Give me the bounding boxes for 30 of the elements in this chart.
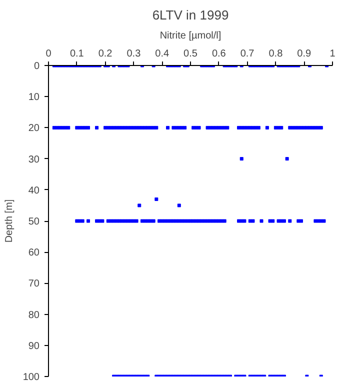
- y-tick-label: 70: [28, 278, 40, 290]
- y-axis-title: Depth [m]: [4, 199, 15, 243]
- point: [138, 204, 142, 208]
- point: [154, 197, 158, 201]
- x-tick-label: 0.1: [70, 48, 84, 60]
- point: [285, 157, 289, 161]
- y-tick-label: 50: [28, 216, 40, 228]
- y-tick-label: 80: [28, 310, 40, 321]
- x-tick-label: 1: [330, 48, 336, 60]
- y-tick-label: 90: [28, 340, 40, 352]
- x-tick-label: 0.9: [297, 48, 312, 60]
- point: [177, 204, 181, 208]
- chart-title: 6LTV in 1999: [152, 8, 229, 22]
- x-tick-label: 0.3: [126, 48, 142, 60]
- y-tick-label: 10: [28, 92, 40, 104]
- y-tick-label: 0: [34, 61, 40, 72]
- x-tick-label: 0.5: [184, 48, 198, 60]
- y-tick-label: 60: [28, 248, 40, 259]
- y-tick-label: 40: [28, 185, 40, 196]
- x-tick-label: 0.2: [98, 48, 113, 60]
- y-tick-label: 20: [28, 123, 40, 134]
- point: [240, 157, 244, 161]
- x-tick-label: 0: [46, 48, 52, 60]
- x-tick-label: 0.6: [212, 48, 226, 60]
- x-tick-label: 0.8: [268, 48, 284, 60]
- x-tick-label: 0.7: [240, 48, 255, 60]
- y-tick-label: 30: [28, 154, 40, 166]
- x-tick-label: 0.4: [155, 48, 170, 60]
- x-axis-title: Nitrite [µmol/l]: [160, 30, 222, 42]
- y-tick-label: 100: [22, 372, 40, 383]
